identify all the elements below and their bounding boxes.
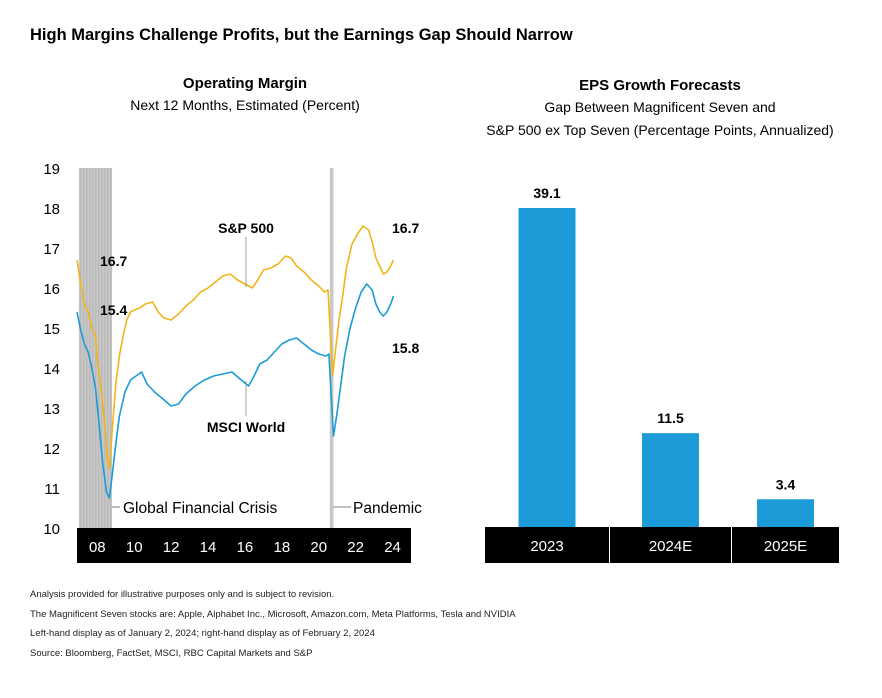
category-label: 2025E	[764, 538, 807, 555]
footnote-source: Source: Bloomberg, FactSet, MSCI, RBC Ca…	[30, 647, 313, 659]
left-chart-title: Operating Margin	[182, 75, 308, 92]
y-tick-label: 15	[43, 321, 60, 338]
x-tick-label: 14	[200, 539, 217, 556]
y-tick-label: 19	[43, 161, 60, 178]
category-label: 2023	[530, 538, 563, 555]
x-tick-label: 18	[273, 539, 290, 556]
pandemic-label: Pandemic	[353, 500, 422, 517]
sp500-series-label: S&P 500	[218, 220, 274, 236]
y-tick-label: 11	[44, 481, 60, 498]
right-chart-subtitle-line2: S&P 500 ex Top Seven (Percentage Points,…	[486, 122, 834, 138]
series-line-1	[76, 283, 395, 499]
series-line-0	[76, 225, 395, 469]
gfc-label: Global Financial Crisis	[123, 500, 277, 517]
right-chart-title: EPS Growth Forecasts	[579, 77, 741, 94]
x-tick-label: 16	[237, 539, 254, 556]
category-label: 2024E	[649, 538, 692, 555]
left-chart-subtitle: Next 12 Months, Estimated (Percent)	[130, 97, 360, 113]
bar-2024e	[642, 433, 699, 527]
sp500-start-label: 16.7	[100, 253, 127, 269]
footnotes: Analysis provided for illustrative purpo…	[30, 585, 516, 663]
x-tick-label: 12	[163, 539, 180, 556]
y-tick-label: 12	[43, 441, 60, 458]
x-tick-label: 10	[126, 539, 143, 556]
footnote-magnificent-seven: The Magnificent Seven stocks are: Apple,…	[30, 608, 516, 620]
msci-start-label: 15.4	[100, 302, 127, 318]
footnote-dates: Left-hand display as of January 2, 2024;…	[30, 628, 375, 639]
sp500-end-label: 16.7	[392, 220, 419, 236]
bar-2023	[518, 208, 576, 527]
right-chart-subtitle-line1: Gap Between Magnificent Seven and	[544, 99, 776, 115]
y-tick-label: 13	[43, 401, 60, 418]
x-tick-label: 22	[347, 539, 364, 556]
bar-2025e	[757, 499, 814, 527]
y-tick-label: 18	[43, 201, 60, 218]
x-tick-label: 24	[384, 539, 401, 556]
category-axis-band	[485, 527, 839, 563]
footnote-disclaimer: Analysis provided for illustrative purpo…	[30, 589, 335, 600]
y-tick-label: 16	[43, 281, 60, 298]
y-tick-label: 14	[43, 361, 60, 378]
x-tick-label: 20	[310, 539, 327, 556]
msci-series-label: MSCI World	[207, 419, 285, 435]
y-tick-label: 10	[43, 521, 60, 538]
y-tick-label: 17	[43, 241, 60, 258]
bar-value-label: 39.1	[533, 185, 560, 201]
bar-value-label: 3.4	[776, 476, 796, 492]
bar-value-label: 11.5	[657, 410, 684, 426]
x-axis-band	[77, 528, 411, 563]
x-tick-label: 08	[89, 539, 106, 556]
msci-end-label: 15.8	[392, 340, 419, 356]
page-title: High Margins Challenge Profits, but the …	[30, 26, 573, 44]
